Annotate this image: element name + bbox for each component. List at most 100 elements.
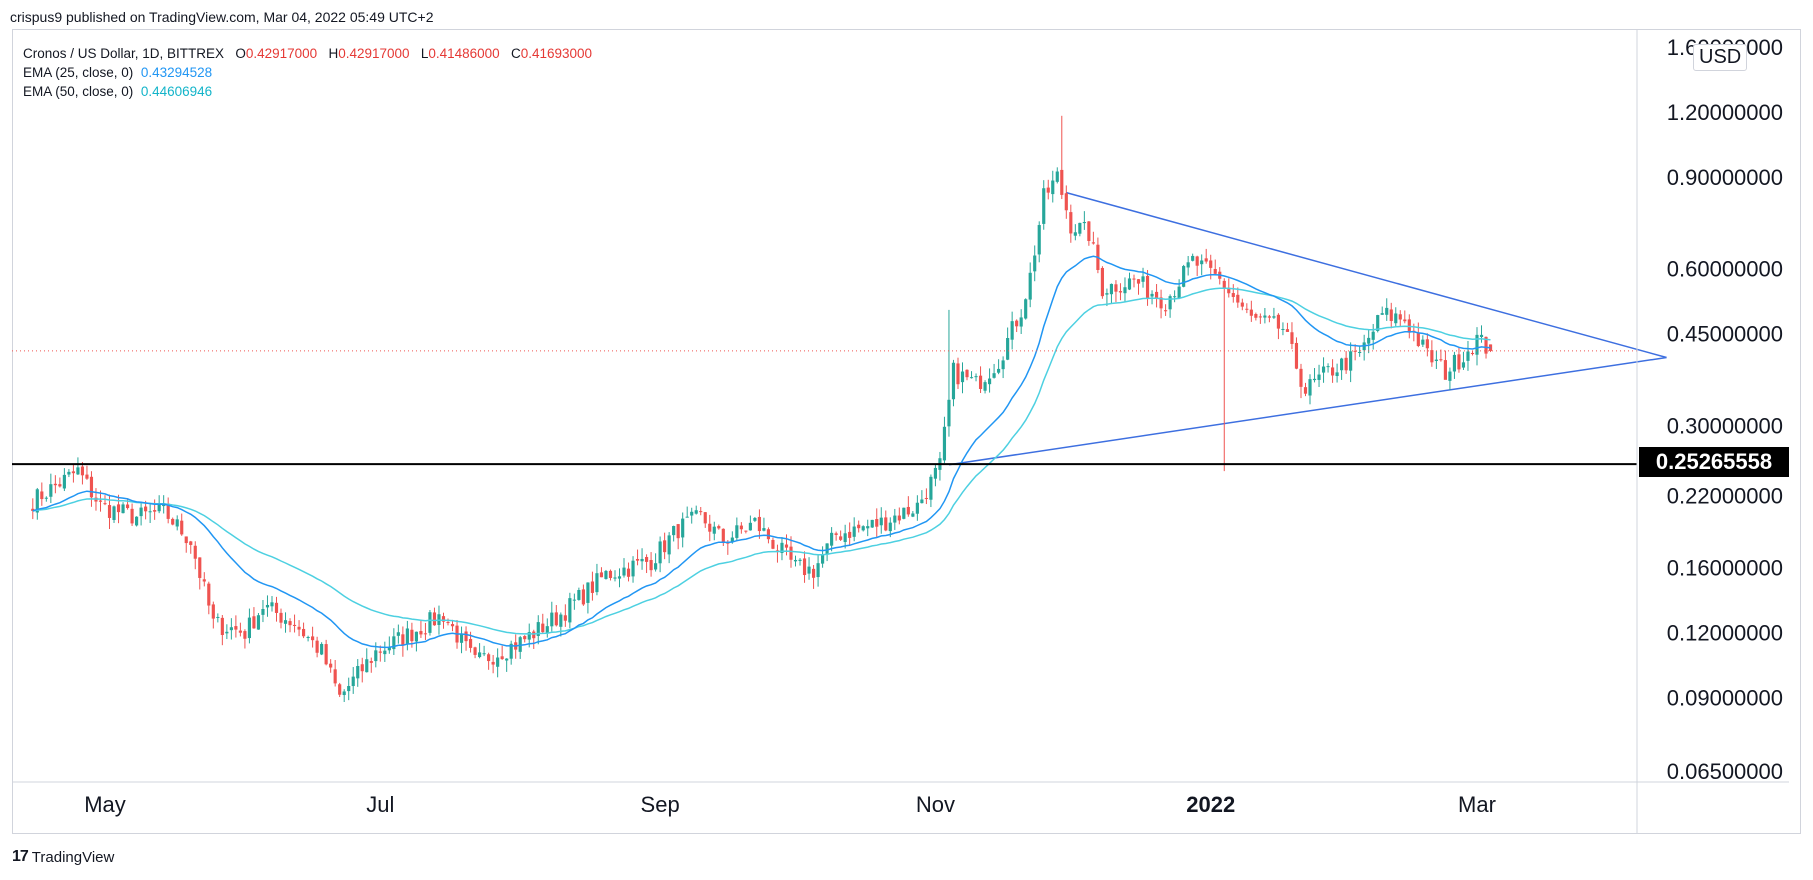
candle-body	[861, 526, 865, 531]
candle-body	[568, 598, 572, 623]
candle-body	[1376, 315, 1380, 331]
candle-body	[98, 500, 103, 502]
candle-body	[1457, 354, 1461, 370]
candle-body	[766, 529, 771, 540]
candle-body	[1109, 283, 1114, 295]
candle-body	[793, 559, 798, 562]
ema50-label: EMA (50, close, 0)	[23, 84, 134, 99]
candle-body	[1078, 222, 1082, 234]
currency-button[interactable]: USD	[1693, 44, 1748, 71]
candle-body	[1091, 242, 1095, 244]
candle-body	[292, 624, 297, 626]
candle-body	[960, 371, 965, 383]
candle-body	[550, 612, 554, 627]
candle-body	[1367, 337, 1371, 344]
candle-body	[694, 510, 698, 514]
candle-body	[112, 506, 116, 520]
candle-body	[626, 568, 631, 577]
candle-body	[1452, 354, 1457, 372]
candle-body	[915, 502, 919, 514]
candle-body	[997, 368, 1001, 373]
candle-body	[685, 516, 689, 518]
candle-body	[220, 617, 224, 635]
candle-body	[1484, 336, 1488, 354]
y-tick-label: 0.06500000	[1667, 759, 1783, 784]
x-tick-label: Nov	[916, 792, 955, 817]
footer-branding[interactable]: 17 TradingView	[12, 848, 114, 866]
candle-body	[261, 608, 265, 615]
candle-body	[983, 382, 987, 391]
candle-body	[1353, 350, 1357, 352]
candle-body	[1425, 339, 1429, 349]
candle-body	[649, 559, 653, 571]
candle-body	[771, 539, 775, 549]
candle-body	[76, 467, 80, 475]
candle-body	[1191, 255, 1195, 261]
candle-body	[1168, 296, 1172, 310]
candle-body	[1272, 316, 1276, 318]
candle-body	[1439, 359, 1443, 361]
candle-body	[798, 559, 802, 561]
candle-body	[311, 636, 315, 641]
high-value: 0.42917000	[338, 46, 410, 61]
candle-body	[1001, 360, 1005, 370]
x-tick-label: Jul	[366, 792, 394, 817]
candle-body	[482, 653, 486, 655]
x-tick-label: Sep	[641, 792, 680, 817]
candle-body	[1186, 262, 1190, 268]
candle-body	[807, 566, 811, 574]
candle-body	[1385, 307, 1389, 315]
candle-body	[62, 474, 66, 489]
candle-body	[821, 554, 825, 564]
candle-body	[1195, 256, 1199, 266]
candle-body	[180, 520, 184, 535]
candle-body	[1290, 332, 1294, 344]
candle-body	[315, 640, 319, 653]
candle-body	[423, 633, 428, 635]
y-tick-label: 0.30000000	[1667, 413, 1783, 438]
candle-body	[1317, 374, 1321, 380]
candle-body	[942, 426, 947, 461]
candle-body	[211, 604, 215, 619]
candle-body	[49, 484, 53, 497]
candle-body	[356, 666, 360, 679]
candle-body	[1073, 232, 1077, 236]
candle-body	[1245, 308, 1249, 310]
candle-body	[1082, 222, 1086, 224]
candle-body	[929, 476, 933, 500]
candle-body	[784, 544, 789, 548]
candle-body	[730, 537, 734, 542]
candle-body	[44, 497, 48, 499]
candle-body	[811, 568, 816, 578]
y-tick-label: 0.12000000	[1667, 620, 1783, 645]
y-tick-label: 0.22000000	[1667, 483, 1783, 508]
x-tick-label: 2022	[1186, 792, 1235, 817]
candle-body	[888, 522, 892, 532]
candle-body	[243, 631, 247, 639]
candle-body	[897, 515, 901, 521]
candle-body	[518, 637, 522, 652]
candle-body	[523, 636, 527, 640]
candle-body	[780, 542, 784, 553]
candle-body	[1132, 278, 1136, 280]
candle-body	[843, 533, 847, 543]
candle-body	[1046, 187, 1050, 193]
candle-body	[306, 637, 310, 639]
candle-body	[852, 526, 856, 537]
candle-body	[500, 656, 504, 660]
candle-body	[1479, 334, 1484, 338]
y-tick-label: 0.90000000	[1667, 165, 1783, 190]
candle-body	[252, 616, 256, 629]
candle-body	[1060, 169, 1064, 195]
candle-body	[202, 579, 206, 582]
candle-body	[748, 522, 752, 531]
candle-body	[478, 652, 482, 658]
candle-body	[135, 516, 139, 526]
candle-body	[288, 621, 292, 626]
high-label: H	[328, 46, 339, 61]
footer-label: TradingView	[31, 848, 115, 866]
candle-body	[667, 535, 671, 555]
candle-body	[875, 519, 879, 527]
candle-body	[283, 620, 288, 624]
